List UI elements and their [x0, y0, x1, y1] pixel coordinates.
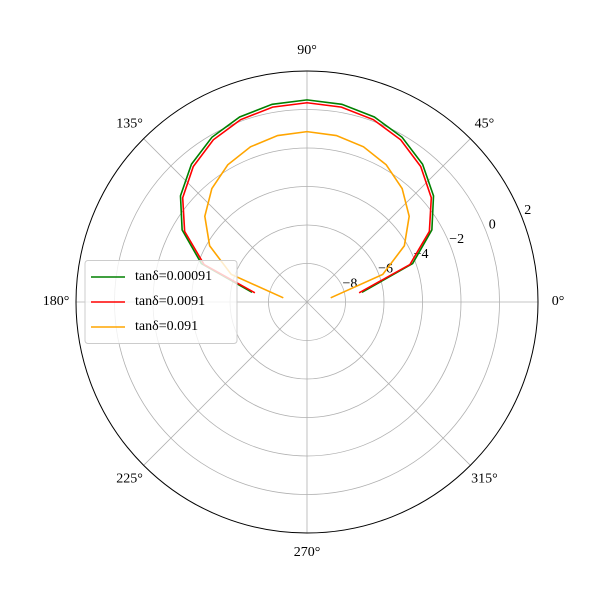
- radial-grid-line: [268, 263, 346, 341]
- radial-tick-label: −2: [449, 232, 464, 247]
- angle-tick-label: 0°: [552, 294, 565, 309]
- radial-tick-label: 0: [489, 217, 496, 232]
- angle-tick-label: 45°: [475, 117, 495, 132]
- legend-box: [84, 260, 238, 344]
- series-line: [203, 130, 411, 299]
- series-line: [181, 101, 433, 294]
- angle-tick-label: 180°: [43, 294, 70, 309]
- legend-label: tanδ=0.00091: [135, 269, 212, 284]
- series-line: [179, 99, 435, 294]
- angle-tick-label: 135°: [116, 117, 143, 132]
- angle-tick-label: 90°: [297, 43, 317, 58]
- radial-tick-label: 2: [524, 203, 531, 218]
- legend-label: tanδ=0.091: [135, 319, 198, 334]
- legend-label: tanδ=0.0091: [135, 294, 205, 309]
- angle-tick-label: 270°: [294, 545, 321, 560]
- angle-tick-label: 315°: [471, 472, 498, 487]
- outer-spine: [75, 70, 539, 534]
- angle-tick-label: 225°: [116, 472, 143, 487]
